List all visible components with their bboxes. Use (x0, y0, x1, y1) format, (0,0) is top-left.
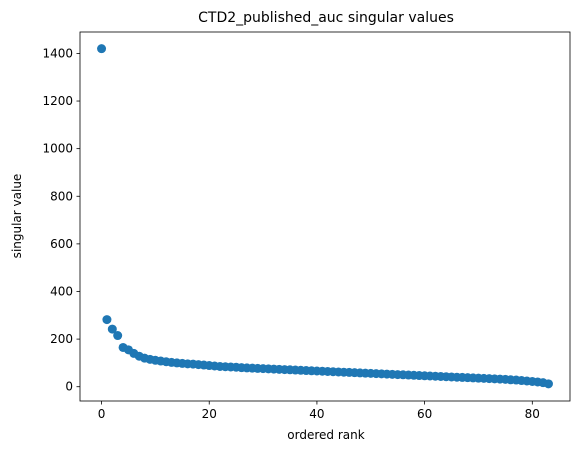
y-axis-ticks: 0 200 400 600 800 1000 1200 1400 (42, 46, 80, 394)
data-points (97, 44, 553, 389)
y-tick-label: 0 (65, 380, 73, 394)
plot-frame (79, 31, 571, 402)
y-tick-label: 1000 (42, 142, 73, 156)
data-point (543, 379, 553, 389)
data-point (113, 331, 123, 341)
x-tick-label: 60 (417, 407, 432, 421)
y-tick-label: 800 (50, 189, 73, 203)
x-tick-label: 20 (202, 407, 217, 421)
y-tick-label: 600 (50, 237, 73, 251)
data-point (97, 44, 107, 54)
x-tick-label: 40 (309, 407, 324, 421)
y-tick-label: 200 (50, 332, 73, 346)
x-axis-label: ordered rank (287, 428, 364, 442)
y-tick-label: 1200 (42, 94, 73, 108)
x-axis-ticks: 0 20 40 60 80 (98, 401, 540, 421)
chart-title: CTD2_published_auc singular values (198, 10, 454, 26)
y-tick-label: 1400 (42, 46, 73, 60)
x-tick-label: 0 (98, 407, 106, 421)
y-axis-label: singular value (10, 174, 24, 259)
data-point (107, 324, 117, 334)
data-point (102, 315, 112, 325)
x-tick-label: 80 (525, 407, 540, 421)
y-tick-label: 400 (50, 284, 73, 298)
